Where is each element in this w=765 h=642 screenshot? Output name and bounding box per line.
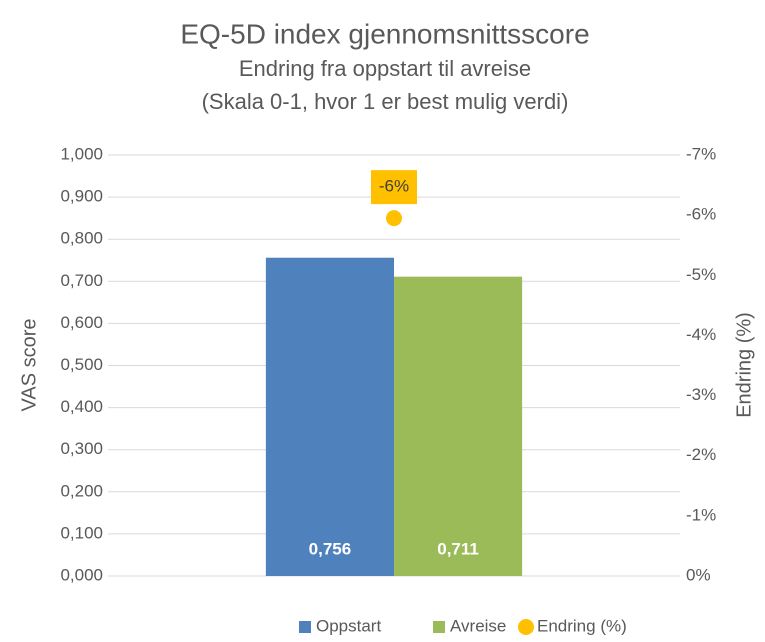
y-axis-label: VAS score bbox=[18, 319, 40, 412]
legend-marker bbox=[299, 621, 311, 633]
legend-label: Oppstart bbox=[316, 616, 381, 635]
y2-axis-label: Endring (%) bbox=[733, 312, 755, 418]
bar-value-label: 0,756 bbox=[309, 539, 352, 558]
legend-label: Endring (%) bbox=[537, 616, 627, 635]
y2-tick-label: -1% bbox=[686, 505, 716, 524]
data-label-box bbox=[371, 170, 417, 205]
y2-tick-label: -2% bbox=[686, 445, 716, 464]
y-tick-label: 0,800 bbox=[60, 229, 103, 248]
y-tick-label: 0,000 bbox=[60, 565, 103, 584]
y2-tick-label: 0% bbox=[686, 565, 711, 584]
y-tick-label: 0,200 bbox=[60, 481, 103, 500]
bar bbox=[394, 276, 523, 576]
y-tick-label: 0,100 bbox=[60, 523, 103, 542]
chart-subtitle: (Skala 0-1, hvor 1 er best mulig verdi) bbox=[202, 89, 569, 114]
y2-tick-label: -5% bbox=[686, 265, 716, 284]
y-tick-label: 1,000 bbox=[60, 144, 103, 163]
y-tick-label: 0,400 bbox=[60, 397, 103, 416]
y2-tick-label: -4% bbox=[686, 325, 716, 344]
point bbox=[386, 210, 402, 227]
y-tick-label: 0,600 bbox=[60, 313, 103, 332]
bar-value-label: 0,711 bbox=[437, 539, 479, 558]
y2-tick-label: -3% bbox=[686, 385, 716, 404]
legend-label: Avreise bbox=[450, 616, 506, 635]
chart-title: EQ-5D index gjennomsnittsscore bbox=[180, 18, 589, 49]
bar bbox=[265, 257, 394, 576]
legend-marker bbox=[518, 619, 534, 635]
point-value-label: -6% bbox=[379, 177, 409, 196]
y-tick-label: 0,900 bbox=[60, 187, 103, 206]
legend-marker bbox=[433, 621, 445, 633]
y2-tick-label: -7% bbox=[686, 144, 716, 163]
y-tick-label: 0,300 bbox=[60, 439, 103, 458]
y2-tick-label: -6% bbox=[686, 205, 716, 224]
y-tick-label: 0,700 bbox=[60, 271, 103, 290]
y-tick-label: 0,500 bbox=[60, 355, 103, 374]
chart-subtitle: Endring fra oppstart til avreise bbox=[239, 56, 531, 81]
